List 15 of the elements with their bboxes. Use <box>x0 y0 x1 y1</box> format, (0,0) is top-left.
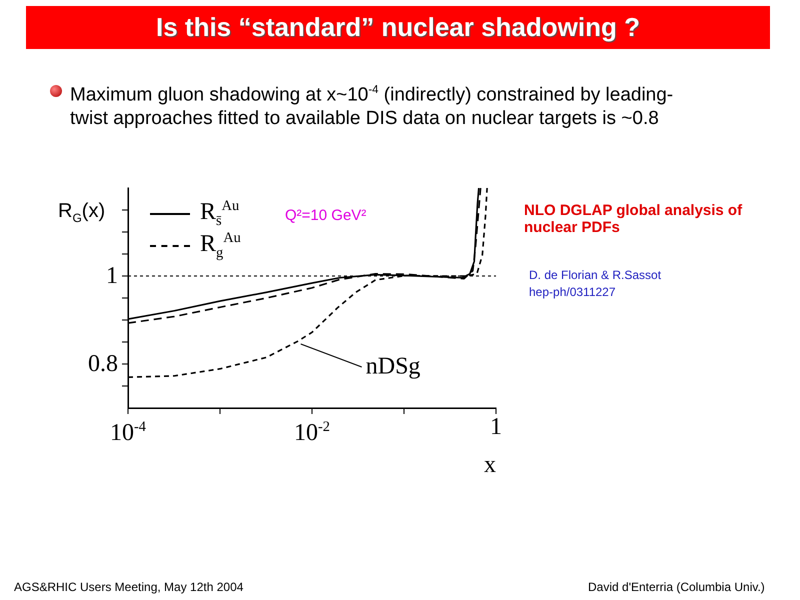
x-tick-label: 10$^{-2}$ <box>294 418 330 446</box>
text: NLO DGLAP global analysis of nuclear PDFs <box>524 202 744 236</box>
annotation: Q²=10 GeV² <box>285 207 366 224</box>
x-tick-label: 1 <box>490 414 502 440</box>
text: hep-ph/0311227 <box>529 285 616 299</box>
text: AGS&RHIC Users Meeting, May 12th 2004 <box>14 580 244 594</box>
chart-title: Is this “standard” nuclear shadowing ? <box>26 6 770 49</box>
text: David d'Enterria (Columbia Univ.) <box>588 580 765 594</box>
text: D. de Florian & R.Sassot <box>529 268 662 282</box>
x-axis-title: x <box>484 452 496 478</box>
x-tick-label: 10$^{-4}$ <box>110 418 146 446</box>
y-tick-label: 0.8 <box>88 351 118 377</box>
y-axis-title: R$_{G}$(x) <box>58 200 106 225</box>
chart-subtitle: Maximum gluon shadowing at x~10$^{-4}$ (indirectly) constrained by leading-twist approaches fitted to available DIS data on nuclear targets is ~0.8 <box>70 83 674 132</box>
annotation: nDSg <box>366 353 420 380</box>
